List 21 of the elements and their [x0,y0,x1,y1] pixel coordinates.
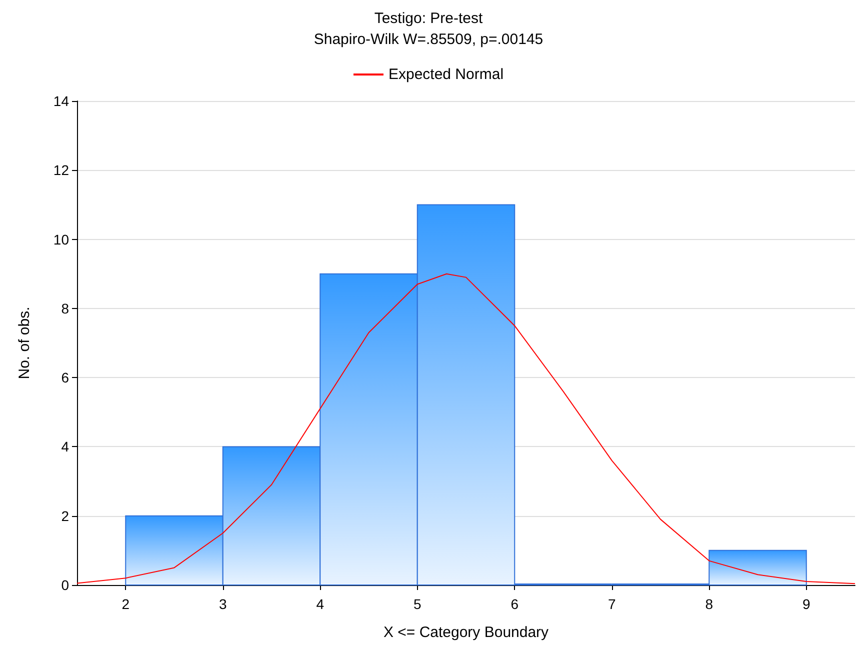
y-tick-label: 2 [61,508,70,524]
x-axis-title: X <= Category Boundary [383,624,550,641]
chart-subtitle: Shapiro-Wilk W=.85509, p=.00145 [314,31,544,48]
x-tick-label: 6 [510,596,519,612]
y-tick-label: 0 [61,577,70,593]
y-tick-label: 4 [61,438,70,455]
y-tick-label: 8 [61,300,70,316]
y-tick-label: 6 [61,370,70,386]
x-tick-label: 7 [608,596,616,612]
chart-title: Testigo: Pre-test [374,10,484,27]
y-tick-label: 10 [53,231,70,248]
y-tick-label: 14 [53,93,70,109]
legend-label: Expected Normal [388,66,504,83]
y-axis-title: No. of obs. [16,306,33,380]
y-tick-label: 12 [53,162,70,178]
x-tick-label: 8 [705,596,714,612]
x-tick-label: 3 [218,596,227,612]
x-tick-label: 2 [122,596,130,612]
x-tick-label: 5 [413,596,422,612]
x-tick-label: 9 [802,596,810,612]
x-tick-label: 4 [316,596,324,612]
